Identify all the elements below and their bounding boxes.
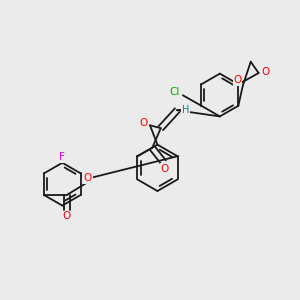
Text: O: O: [84, 173, 92, 183]
Text: O: O: [63, 211, 71, 221]
Text: Cl: Cl: [169, 87, 180, 97]
Text: O: O: [139, 118, 148, 128]
Text: F: F: [59, 152, 65, 162]
Text: O: O: [233, 75, 242, 85]
Text: O: O: [261, 67, 269, 76]
Text: H: H: [182, 105, 189, 115]
Text: O: O: [161, 164, 169, 174]
